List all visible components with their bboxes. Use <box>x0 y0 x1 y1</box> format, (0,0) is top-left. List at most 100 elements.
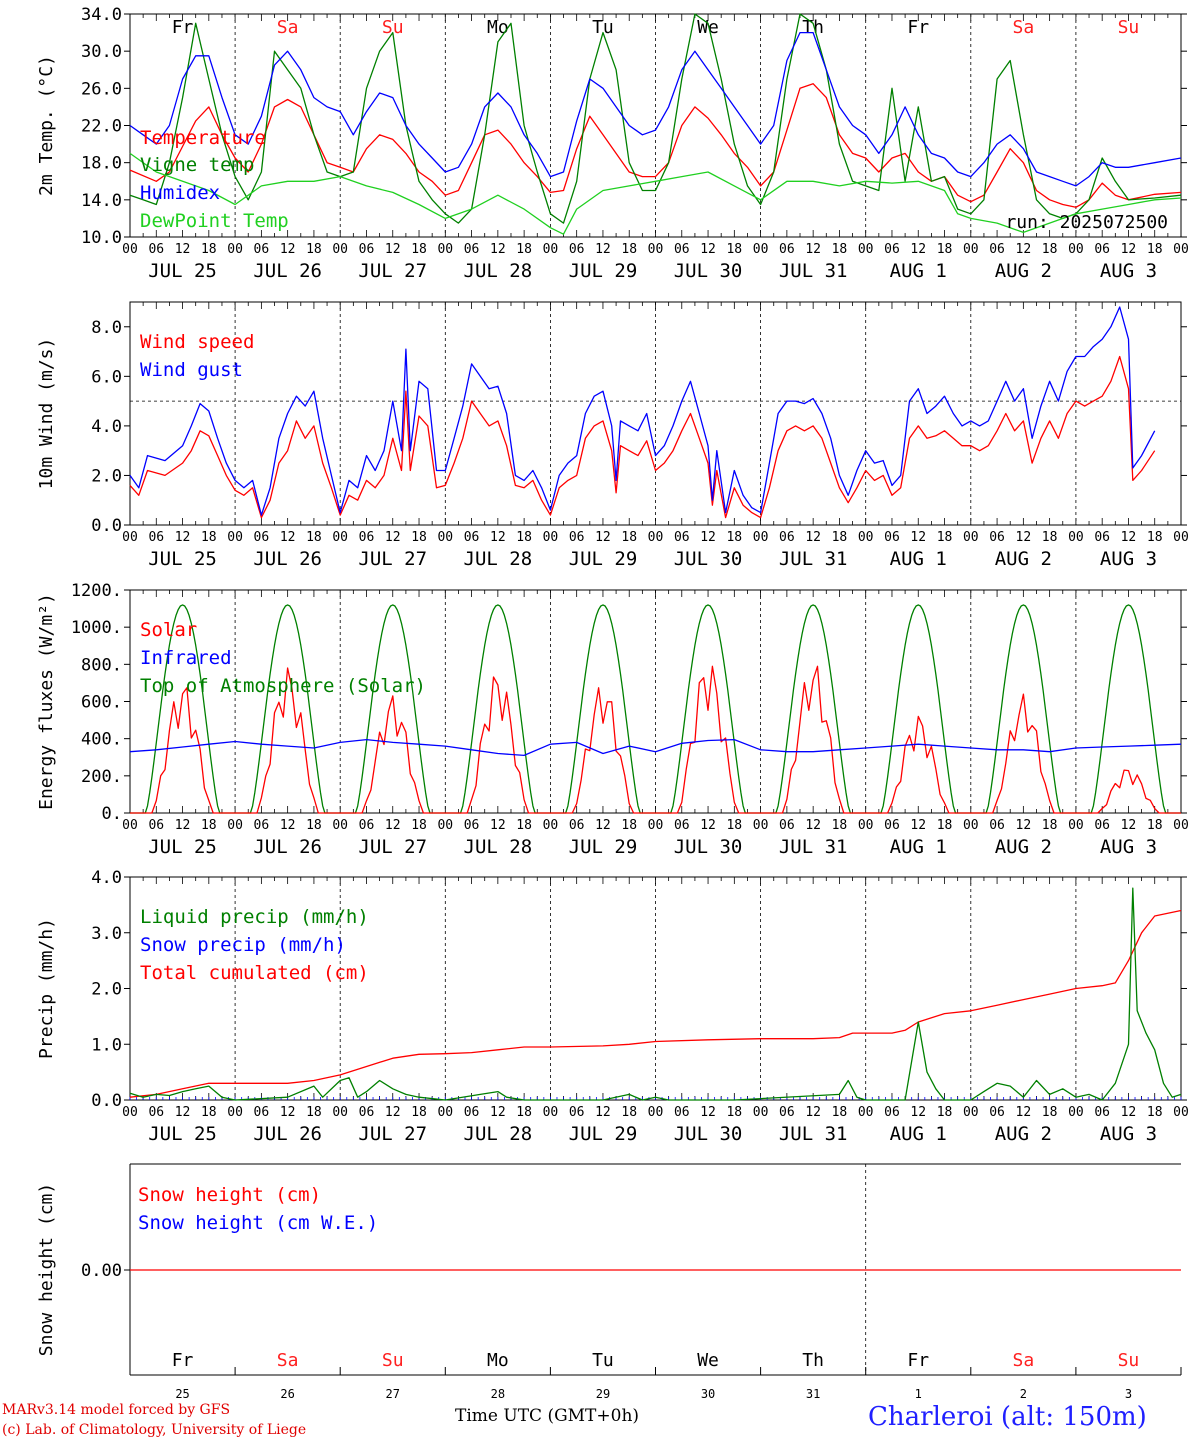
hour-tick-label: 00 <box>543 530 559 545</box>
hour-tick-label: 00 <box>437 818 453 833</box>
y-axis-label: Precip (mm/h) <box>36 918 57 1059</box>
hour-tick-label: 00 <box>332 818 348 833</box>
date-label: AUG 1 <box>890 260 947 282</box>
date-label: JUL 25 <box>148 548 217 570</box>
hour-tick-label: 00 <box>648 242 664 257</box>
hour-tick-label: 12 <box>805 242 821 257</box>
hour-tick-label: 12 <box>595 818 611 833</box>
date-label: JUL 28 <box>464 1123 533 1145</box>
y-tick-label: 4.0 <box>91 868 122 888</box>
date-label: JUL 31 <box>779 836 848 858</box>
day-number-label: 31 <box>806 1387 820 1401</box>
hour-tick-label: 12 <box>595 1105 611 1120</box>
hour-tick-label: 12 <box>805 818 821 833</box>
date-label: AUG 2 <box>995 836 1052 858</box>
hour-tick-label: 12 <box>385 818 401 833</box>
weekday-label: Sa <box>277 17 299 38</box>
date-label: JUL 31 <box>779 1123 848 1145</box>
day-number-label: 2 <box>1020 1387 1027 1401</box>
hour-tick-label: 00 <box>227 530 243 545</box>
series-line-toa-solar <box>130 604 1181 814</box>
hour-tick-label: 00 <box>122 818 138 833</box>
hour-tick-label: 06 <box>148 242 164 257</box>
date-label: AUG 1 <box>890 548 947 570</box>
hour-tick-label: 06 <box>779 530 795 545</box>
legend-entry: Top of Atmosphere (Solar) <box>140 675 426 697</box>
weekday-label: Sa <box>1013 17 1035 38</box>
hour-tick-label: 18 <box>832 1105 848 1120</box>
weekday-label: Fr <box>907 1350 929 1371</box>
weekday-label: Su <box>382 17 404 38</box>
hour-tick-label: 06 <box>674 1105 690 1120</box>
legend-entry: Snow height (cm) <box>138 1184 321 1206</box>
weekday-label: Su <box>1118 1350 1140 1371</box>
hour-tick-label: 00 <box>227 818 243 833</box>
time-axis-label: Time UTC (GMT+0h) <box>455 1406 640 1426</box>
y-tick-label: 0. <box>102 804 122 824</box>
hour-tick-label: 18 <box>621 818 637 833</box>
hour-tick-label: 00 <box>1068 242 1084 257</box>
date-label: AUG 2 <box>995 548 1052 570</box>
weekday-label: Fr <box>172 1350 194 1371</box>
date-label: JUL 27 <box>358 548 427 570</box>
hour-tick-label: 12 <box>1016 1105 1032 1120</box>
hour-tick-label: 06 <box>464 242 480 257</box>
lab-credit: (c) Lab. of Climatology, University of L… <box>2 1422 307 1438</box>
series-line-temperature <box>129 83 1182 208</box>
hour-tick-label: 00 <box>963 818 979 833</box>
hour-tick-label: 00 <box>1068 530 1084 545</box>
hour-tick-label: 18 <box>1147 530 1163 545</box>
hour-tick-label: 12 <box>490 530 506 545</box>
hour-tick-label: 06 <box>989 530 1005 545</box>
hour-tick-label: 12 <box>1121 818 1137 833</box>
series-line-wind-gust <box>129 306 1156 516</box>
date-label: AUG 2 <box>995 1123 1052 1145</box>
hour-tick-label: 00 <box>122 1105 138 1120</box>
legend-entry: Wind gust <box>140 359 243 381</box>
hour-tick-label: 06 <box>1094 1105 1110 1120</box>
y-tick-label: 14.0 <box>81 191 122 211</box>
weekday-label: Su <box>1118 17 1140 38</box>
series-line-humidex <box>129 31 1182 187</box>
run-label: run: 2025072500 <box>1005 212 1168 233</box>
hour-tick-label: 06 <box>674 818 690 833</box>
weekday-label: Tu <box>592 17 614 38</box>
legend-entry: Snow precip (mm/h) <box>140 934 346 956</box>
day-number-label: 3 <box>1125 1387 1132 1401</box>
y-tick-label: 0.0 <box>91 1091 122 1111</box>
legend-entry: Snow height (cm W.E.) <box>138 1212 378 1234</box>
hour-tick-label: 00 <box>543 242 559 257</box>
series-line-infrared <box>129 738 1182 757</box>
y-tick-label: 2.0 <box>91 980 122 1000</box>
hour-tick-label: 06 <box>1094 818 1110 833</box>
hour-tick-label: 18 <box>832 242 848 257</box>
hour-tick-label: 12 <box>280 242 296 257</box>
hour-tick-label: 00 <box>858 530 874 545</box>
series-line-dewpoint-temp <box>129 152 1182 235</box>
hour-tick-label: 18 <box>306 530 322 545</box>
hour-tick-label: 18 <box>726 1105 742 1120</box>
hour-tick-label: 06 <box>884 818 900 833</box>
date-label: JUL 25 <box>148 260 217 282</box>
hour-tick-label: 06 <box>884 242 900 257</box>
date-label: AUG 2 <box>995 260 1052 282</box>
legend-entry: Temperature <box>140 127 266 149</box>
date-label: JUL 26 <box>253 260 322 282</box>
weekday-label: We <box>697 17 719 38</box>
date-label: JUL 27 <box>358 260 427 282</box>
hour-tick-label: 18 <box>1042 818 1058 833</box>
y-axis-label: Energy fluxes (W/m²) <box>36 593 57 810</box>
date-label: JUL 29 <box>569 548 638 570</box>
day-number-label: 30 <box>701 1387 715 1401</box>
hour-tick-label: 18 <box>937 242 953 257</box>
hour-tick-label: 00 <box>332 530 348 545</box>
hour-tick-label: 00 <box>1173 1105 1189 1120</box>
hour-tick-label: 12 <box>280 530 296 545</box>
hour-tick-label: 18 <box>937 530 953 545</box>
hour-tick-label: 00 <box>753 818 769 833</box>
hour-tick-label: 00 <box>437 1105 453 1120</box>
y-tick-label: 26.0 <box>81 79 122 99</box>
hour-tick-label: 00 <box>227 1105 243 1120</box>
hour-tick-label: 12 <box>175 818 191 833</box>
date-label: JUL 25 <box>148 836 217 858</box>
